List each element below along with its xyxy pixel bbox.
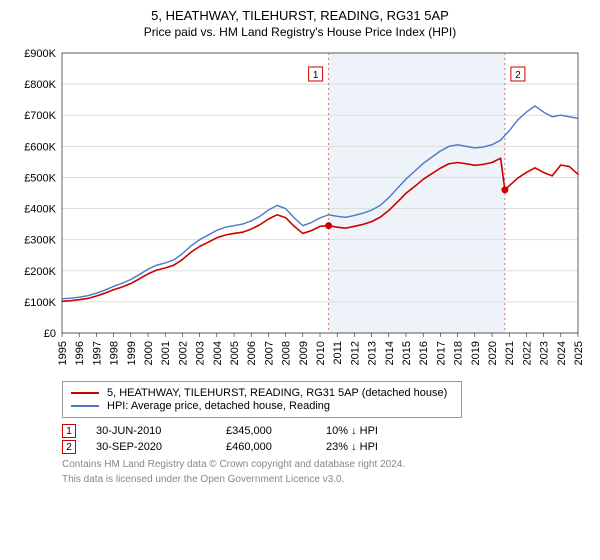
- y-tick-label: £500K: [24, 172, 56, 184]
- sale-diff: 10% ↓ HPI: [326, 425, 426, 437]
- x-tick-label: 2014: [384, 341, 396, 365]
- shaded-band: [329, 53, 505, 333]
- sale-date: 30-JUN-2010: [96, 425, 226, 437]
- x-tick-label: 2018: [453, 341, 465, 365]
- x-tick-label: 1995: [57, 341, 69, 365]
- x-tick-label: 2011: [332, 341, 344, 365]
- x-tick-label: 2019: [470, 341, 482, 365]
- sale-dot: [325, 222, 332, 229]
- chart-container: 5, HEATHWAY, TILEHURST, READING, RG31 5A…: [0, 0, 600, 490]
- x-tick-label: 2017: [435, 341, 447, 365]
- legend-item: 5, HEATHWAY, TILEHURST, READING, RG31 5A…: [71, 387, 453, 399]
- legend-label: HPI: Average price, detached house, Read…: [107, 400, 330, 412]
- x-tick-label: 1996: [74, 341, 86, 365]
- x-tick-label: 2015: [401, 341, 413, 365]
- x-tick-label: 2023: [539, 341, 551, 365]
- x-tick-label: 2022: [521, 341, 533, 365]
- x-tick-label: 2004: [212, 341, 224, 365]
- chart-area: £0 £100K £200K £300K £400K £500K £600K £700K £80…: [10, 45, 590, 375]
- y-tick-label: £600K: [24, 141, 56, 153]
- sale-marker-number: 1: [313, 70, 319, 81]
- legend-label: 5, HEATHWAY, TILEHURST, READING, RG31 5A…: [107, 387, 447, 399]
- x-tick-label: 2021: [504, 341, 516, 365]
- x-tick-label: 2007: [263, 341, 275, 365]
- x-tick-label: 2009: [298, 341, 310, 365]
- x-tick-label: 2010: [315, 341, 327, 365]
- chart-title: 5, HEATHWAY, TILEHURST, READING, RG31 5A…: [10, 8, 590, 23]
- y-tick-label: £900K: [24, 48, 56, 60]
- legend: 5, HEATHWAY, TILEHURST, READING, RG31 5A…: [62, 381, 462, 418]
- x-tick-label: 2013: [367, 341, 379, 365]
- x-tick-label: 2012: [349, 341, 361, 365]
- sale-dot: [501, 186, 508, 193]
- sale-date: 30-SEP-2020: [96, 441, 226, 453]
- footnote-licence: This data is licensed under the Open Gov…: [62, 473, 590, 486]
- sale-marker-number: 2: [515, 70, 521, 81]
- y-tick-label: £300K: [24, 235, 56, 247]
- x-tick-label: 2001: [160, 341, 172, 365]
- x-tick-label: 2025: [573, 341, 585, 365]
- sale-diff: 23% ↓ HPI: [326, 441, 426, 453]
- legend-item: HPI: Average price, detached house, Read…: [71, 400, 453, 412]
- y-tick-label: £100K: [24, 297, 56, 309]
- footnote-copyright: Contains HM Land Registry data © Crown c…: [62, 458, 590, 471]
- sale-row: 2 30-SEP-2020£460,00023% ↓ HPI: [62, 440, 590, 454]
- legend-swatch: [71, 392, 99, 394]
- y-tick-label: £0: [44, 328, 56, 340]
- x-tick-label: 2016: [418, 341, 430, 365]
- legend-swatch: [71, 405, 99, 407]
- sale-price: £460,000: [226, 441, 326, 453]
- x-tick-label: 2000: [143, 341, 155, 365]
- y-tick-label: £700K: [24, 110, 56, 122]
- y-tick-label: £200K: [24, 266, 56, 278]
- x-tick-label: 2006: [246, 341, 258, 365]
- x-tick-label: 2002: [177, 341, 189, 365]
- chart-subtitle: Price paid vs. HM Land Registry's House …: [10, 25, 590, 39]
- x-tick-label: 2005: [229, 341, 241, 365]
- sale-price: £345,000: [226, 425, 326, 437]
- x-tick-label: 1998: [109, 341, 121, 365]
- sale-row: 1 30-JUN-2010£345,00010% ↓ HPI: [62, 424, 590, 438]
- x-tick-label: 2008: [281, 341, 293, 365]
- line-chart: £0 £100K £200K £300K £400K £500K £600K £700K £80…: [10, 45, 590, 375]
- x-tick-label: 2003: [195, 341, 207, 365]
- y-tick-label: £400K: [24, 204, 56, 216]
- x-tick-label: 2020: [487, 341, 499, 365]
- x-tick-label: 2024: [556, 341, 568, 365]
- sales-table: 1 30-JUN-2010£345,00010% ↓ HPI 2 30-SEP-202…: [62, 424, 590, 454]
- y-tick-label: £800K: [24, 79, 56, 91]
- sale-row-marker: 1: [62, 424, 76, 438]
- x-tick-label: 1999: [126, 341, 138, 365]
- sale-row-marker: 2: [62, 440, 76, 454]
- x-tick-label: 1997: [91, 341, 103, 365]
